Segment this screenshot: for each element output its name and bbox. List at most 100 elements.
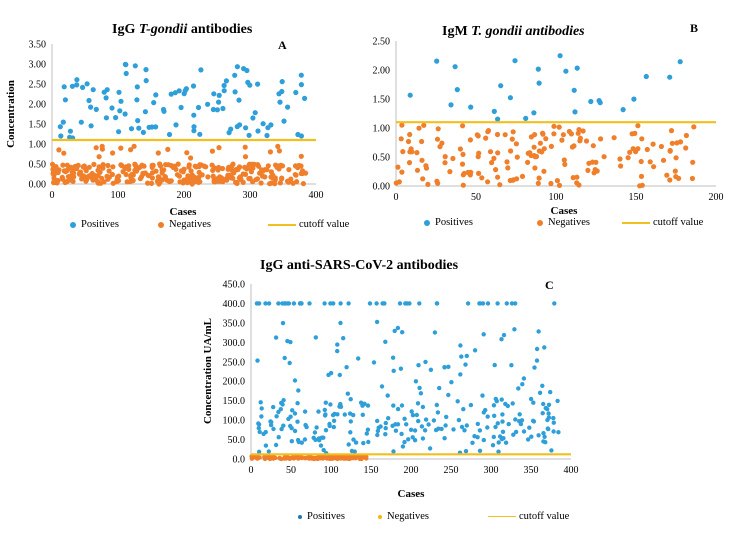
- data-point: [259, 414, 264, 419]
- data-point: [276, 301, 281, 306]
- data-point: [264, 132, 270, 139]
- data-point: [454, 87, 460, 93]
- data-point: [293, 172, 299, 178]
- data-point: [70, 168, 76, 175]
- data-point: [543, 136, 549, 142]
- data-point: [174, 172, 180, 178]
- data-point: [67, 128, 73, 134]
- data-point: [123, 70, 129, 77]
- data-point: [286, 179, 292, 185]
- x-axis-label: Cases: [551, 205, 579, 217]
- data-point: [493, 424, 498, 430]
- data-point: [243, 125, 249, 131]
- data-point: [88, 123, 94, 129]
- data-point: [84, 81, 90, 87]
- data-point: [131, 143, 137, 149]
- data-point: [318, 443, 324, 448]
- data-point: [155, 174, 161, 180]
- data-point: [266, 449, 271, 454]
- data-point: [237, 122, 243, 128]
- data-point: [371, 360, 377, 365]
- data-point: [412, 438, 418, 443]
- data-point: [447, 169, 453, 175]
- data-point: [341, 336, 346, 341]
- data-point: [176, 88, 182, 94]
- data-point: [410, 413, 416, 418]
- data-point: [335, 348, 340, 354]
- x-tick-label: 100: [549, 192, 564, 203]
- data-point: [210, 173, 216, 179]
- x-tick-label: 150: [629, 192, 644, 203]
- data-point: [348, 419, 353, 424]
- data-point: [637, 183, 643, 189]
- data-point: [556, 182, 563, 188]
- data-point: [250, 165, 256, 171]
- data-point: [116, 129, 122, 135]
- data-point: [277, 99, 283, 105]
- data-point: [513, 141, 519, 147]
- data-point: [100, 165, 106, 171]
- data-point: [267, 149, 273, 155]
- data-point: [106, 168, 112, 174]
- data-point: [236, 97, 242, 103]
- data-point: [307, 301, 312, 306]
- data-point: [230, 175, 236, 181]
- data-point: [61, 168, 67, 174]
- data-point: [128, 147, 134, 153]
- data-point: [93, 145, 99, 151]
- data-point: [576, 127, 582, 133]
- data-point: [458, 372, 463, 377]
- data-point: [462, 428, 467, 433]
- data-point: [328, 402, 333, 407]
- data-point: [444, 414, 449, 420]
- data-point: [412, 428, 418, 433]
- data-point: [525, 159, 531, 165]
- data-point: [492, 413, 497, 418]
- data-point: [172, 90, 178, 96]
- data-point: [116, 173, 122, 179]
- data-point: [419, 157, 425, 163]
- data-point: [510, 177, 516, 183]
- data-point: [279, 163, 286, 169]
- data-point: [439, 140, 445, 146]
- data-point: [530, 418, 536, 423]
- data-point: [491, 403, 497, 408]
- data-point: [434, 301, 440, 306]
- data-point: [338, 455, 344, 460]
- data-point: [375, 428, 381, 434]
- y-tick-label: 2.50: [373, 37, 391, 48]
- data-point: [534, 358, 540, 363]
- data-point: [475, 421, 480, 427]
- data-point: [399, 431, 404, 437]
- data-point: [576, 182, 582, 188]
- data-point: [391, 368, 396, 373]
- data-point: [78, 119, 84, 125]
- data-point: [118, 98, 124, 104]
- data-point: [296, 388, 301, 393]
- data-point: [390, 423, 395, 428]
- data-point: [531, 144, 537, 150]
- data-point: [268, 422, 274, 428]
- data-point: [155, 150, 161, 156]
- data-point: [416, 125, 422, 131]
- data-point: [273, 442, 279, 448]
- data-point: [271, 426, 276, 432]
- data-point: [552, 301, 557, 306]
- data-point: [286, 167, 292, 173]
- data-point: [541, 168, 547, 174]
- data-point: [328, 370, 334, 376]
- data-point: [545, 426, 550, 431]
- y-tick-label: 1.00: [373, 124, 391, 135]
- data-point: [395, 406, 401, 412]
- data-point: [183, 86, 189, 92]
- data-point: [658, 143, 664, 150]
- data-point: [691, 124, 697, 130]
- data-point: [409, 409, 414, 414]
- data-point: [455, 399, 460, 404]
- data-point: [485, 425, 490, 430]
- data-point: [523, 115, 529, 121]
- data-point: [99, 143, 105, 149]
- data-point: [312, 430, 318, 435]
- data-point: [82, 165, 88, 171]
- data-point: [456, 417, 462, 423]
